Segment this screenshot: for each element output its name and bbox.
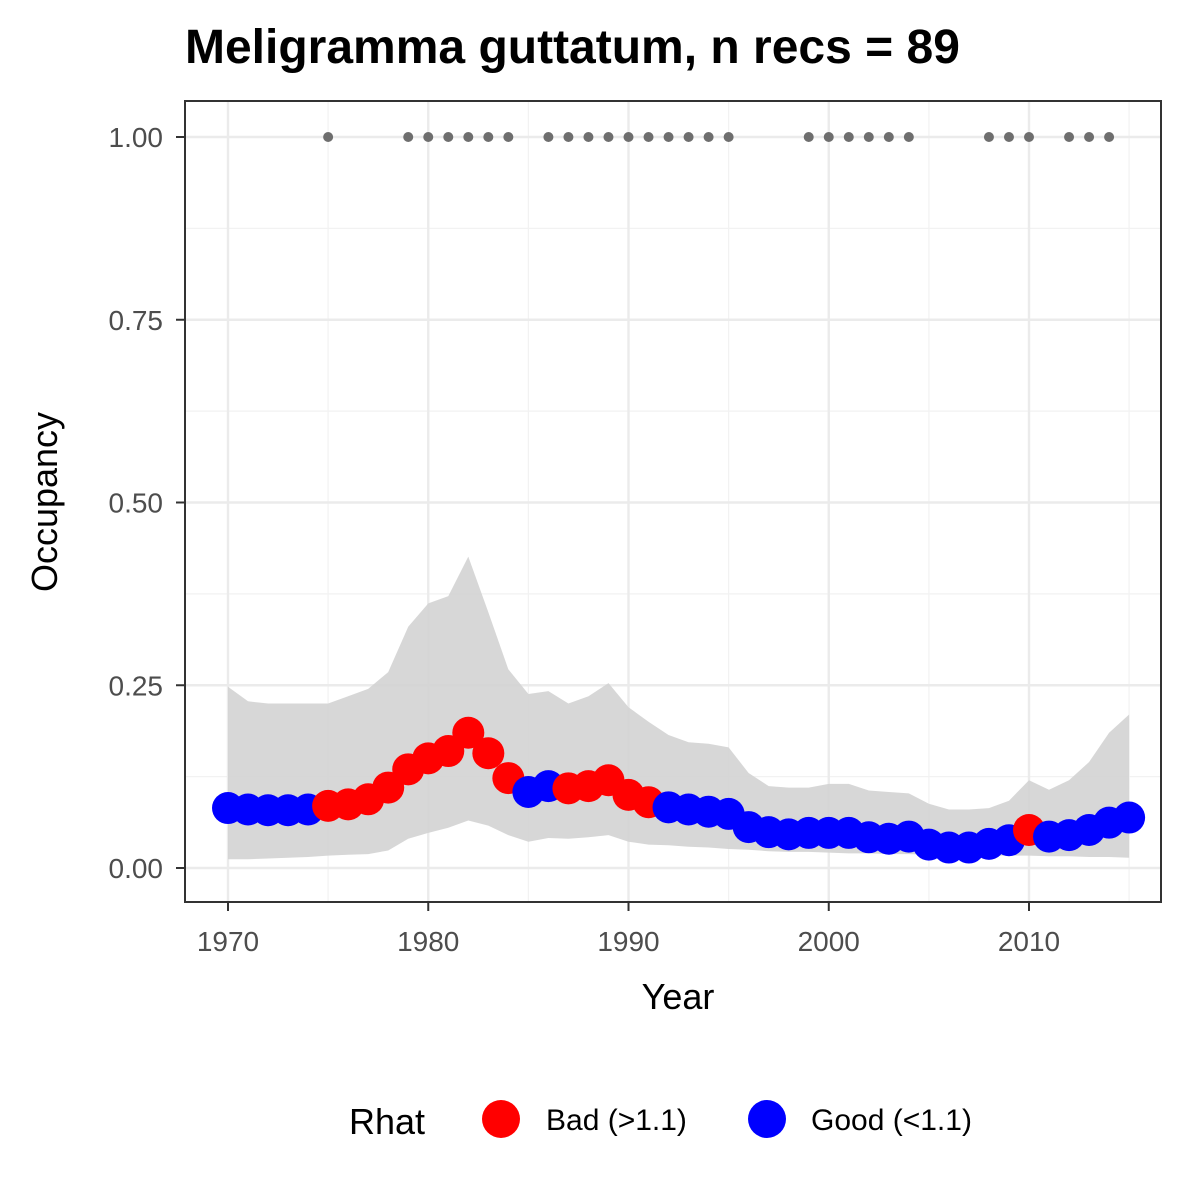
record-point [323, 132, 334, 142]
y-tick-label: 0.75 [109, 305, 164, 336]
record-point [423, 132, 434, 142]
record-point [403, 132, 414, 142]
record-point [1084, 132, 1095, 142]
y-axis-title: Occupancy [24, 412, 65, 592]
record-point [703, 132, 714, 142]
record-point [903, 132, 914, 142]
record-point [683, 132, 694, 142]
x-axis: 1970 1980 1990 2000 2010 [197, 902, 1060, 957]
record-point [803, 132, 814, 142]
record-markers [323, 132, 1115, 142]
legend-key-good [748, 1100, 786, 1138]
occupancy-point-bad [472, 737, 505, 770]
y-axis: 0.00 0.25 0.50 0.75 1.00 [109, 122, 185, 884]
record-point [843, 132, 854, 142]
record-point [543, 132, 554, 142]
y-tick-label: 0.25 [109, 670, 164, 701]
x-tick-label: 1970 [197, 926, 259, 957]
record-point [883, 132, 894, 142]
record-point [463, 132, 474, 142]
record-point [623, 132, 634, 142]
x-tick-label: 1980 [397, 926, 459, 957]
record-point [983, 132, 994, 142]
x-tick-label: 2000 [798, 926, 860, 957]
legend-key-bad [482, 1100, 520, 1138]
record-point [1003, 132, 1014, 142]
legend-label-bad: Bad (>1.1) [546, 1104, 687, 1137]
y-tick-label: 0.50 [109, 488, 164, 519]
y-tick-label: 1.00 [109, 122, 164, 153]
record-point [1104, 132, 1115, 142]
occupancy-point-bad [452, 716, 485, 749]
chart-title: Meligramma guttatum, n recs = 89 [185, 21, 960, 74]
occupancy-points [212, 716, 1146, 864]
record-point [583, 132, 594, 142]
record-point [823, 132, 834, 142]
legend-title: Rhat [349, 1101, 425, 1142]
y-tick-label: 0.00 [109, 853, 164, 884]
legend-label-good: Good (<1.1) [811, 1104, 972, 1137]
x-tick-label: 2010 [998, 926, 1060, 957]
record-point [663, 132, 674, 142]
record-point [443, 132, 454, 142]
credible-interval-ribbon [228, 556, 1130, 860]
record-point [503, 132, 514, 142]
record-point [563, 132, 574, 142]
record-point [483, 132, 494, 142]
x-tick-label: 1990 [597, 926, 659, 957]
record-point [643, 132, 654, 142]
record-point [1064, 132, 1075, 142]
record-point [863, 132, 874, 142]
x-axis-title: Year [642, 976, 715, 1017]
record-point [603, 132, 614, 142]
record-point [723, 132, 734, 142]
occupancy-point-good [1113, 801, 1146, 834]
legend: Rhat Bad (>1.1) Good (<1.1) [349, 1100, 972, 1142]
record-point [1024, 132, 1034, 142]
